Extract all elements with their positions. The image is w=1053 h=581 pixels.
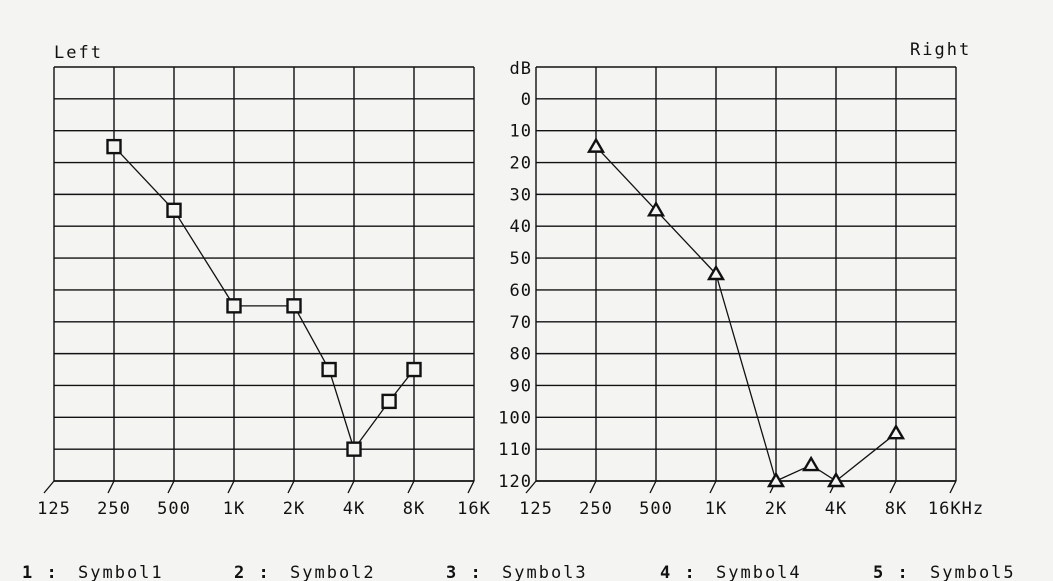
- legend-item-2: 2 : Symbol2: [234, 563, 376, 581]
- grid: [525, 66, 957, 494]
- data-point: [226, 298, 242, 314]
- y-tick-label: 110: [498, 440, 532, 460]
- grid: [43, 66, 475, 494]
- db-unit-label: dB: [510, 59, 532, 79]
- y-tick-label: 10: [510, 122, 532, 142]
- series-segment: [715, 273, 777, 482]
- y-tick-label: 90: [510, 376, 532, 396]
- data-point: [646, 200, 666, 217]
- series-segment: [328, 369, 355, 450]
- x-tick-mark: [347, 480, 355, 494]
- x-tick-label: 125: [37, 499, 71, 519]
- series-segment: [353, 400, 390, 450]
- y-tick-label: 50: [510, 249, 532, 269]
- data-point: [166, 202, 182, 219]
- data-point: [286, 298, 302, 314]
- y-tick-label: 60: [510, 281, 532, 301]
- series-segment: [113, 146, 175, 211]
- x-tick-mark: [467, 480, 475, 494]
- y-tick-label: 100: [498, 408, 532, 428]
- x-tick-mark: [287, 480, 295, 494]
- left-ear-chart: Left 125 250 500 1K 2K 4K 8K 16K: [37, 43, 491, 519]
- data-point: [346, 441, 362, 457]
- legend-label: Symbol1: [78, 563, 164, 581]
- x-tick-mark: [525, 480, 537, 494]
- left-side-label: Left: [54, 43, 103, 63]
- x-tick-label: 500: [639, 499, 673, 519]
- data-point: [802, 455, 821, 472]
- legend-item-1: 1 : Symbol1: [22, 563, 164, 581]
- series-markers: [586, 137, 906, 488]
- legend-label: Symbol5: [930, 563, 1016, 581]
- series-markers: [106, 138, 422, 457]
- legend-label: Symbol3: [502, 563, 588, 581]
- x-tick-mark: [407, 480, 415, 494]
- series-segment: [655, 209, 717, 275]
- data-point: [826, 471, 846, 488]
- x-tick-label: 4K: [825, 499, 847, 519]
- legend-number: 2 :: [234, 563, 271, 581]
- x-tick-mark: [709, 480, 717, 494]
- series-segment: [835, 432, 897, 482]
- x-tick-mark: [43, 480, 55, 494]
- x-tick-label: 8K: [885, 499, 907, 519]
- x-tick-label: 125: [519, 499, 553, 519]
- x-tick-label: 2K: [765, 499, 787, 519]
- legend-item-4: 4 : Symbol4: [660, 563, 802, 581]
- data-point: [706, 264, 726, 281]
- series-line: [595, 146, 897, 482]
- x-tick-label: 250: [97, 499, 131, 519]
- data-point: [106, 138, 122, 155]
- x-tick-label: 4K: [343, 499, 365, 519]
- y-tick-label: 70: [510, 313, 532, 333]
- y-tick-label: 120: [498, 472, 532, 492]
- series-segment: [595, 146, 657, 211]
- legend-item-3: 3 : Symbol3: [446, 563, 588, 581]
- legend-number: 1 :: [22, 563, 59, 581]
- x-tick-label: 1K: [705, 499, 727, 519]
- x-tick-mark: [649, 480, 657, 494]
- x-tick-mark: [589, 480, 597, 494]
- legend-label: Symbol4: [716, 563, 802, 581]
- y-tick-label: 30: [510, 185, 532, 205]
- data-point: [886, 423, 906, 440]
- data-point: [586, 137, 606, 153]
- right-side-label: Right: [910, 40, 971, 60]
- y-tick-label: 20: [510, 154, 532, 174]
- legend-item-5: 5 : Symbol5: [873, 563, 1016, 581]
- series-line: [113, 146, 415, 450]
- series-segment: [293, 305, 330, 370]
- x-tick-label: 2K: [283, 499, 305, 519]
- data-point: [321, 361, 337, 378]
- data-point: [406, 361, 422, 378]
- symbol-legend: 1 : Symbol1 2 : Symbol2 3 : Symbol3 4 : …: [22, 563, 1016, 581]
- legend-number: 5 :: [873, 563, 910, 581]
- y-tick-label: 0: [521, 90, 532, 110]
- x-tick-mark: [107, 480, 115, 494]
- x-tick-label: 16K: [457, 499, 491, 519]
- x-tick-label: 500: [157, 499, 191, 519]
- y-tick-label: 80: [510, 345, 532, 365]
- x-tick-mark: [889, 480, 897, 494]
- x-tick-label: 8K: [403, 499, 425, 519]
- x-tick-label: 250: [579, 499, 613, 519]
- x-tick-label: 16KHz: [928, 499, 984, 519]
- legend-number: 4 :: [660, 563, 697, 581]
- data-point: [766, 471, 786, 488]
- right-ear-chart: Right dB 125 250 500 1K 2K 4K 8K 16KHz 0 10 20 30 40…: [498, 40, 984, 519]
- x-tick-label: 1K: [223, 499, 245, 519]
- series-segment: [173, 209, 235, 307]
- x-tick-mark: [949, 480, 957, 494]
- x-tick-mark: [167, 480, 175, 494]
- y-tick-label: 40: [510, 217, 532, 237]
- legend-number: 3 :: [446, 563, 483, 581]
- data-point: [381, 393, 397, 410]
- legend-label: Symbol2: [290, 563, 376, 581]
- x-tick-mark: [227, 480, 235, 494]
